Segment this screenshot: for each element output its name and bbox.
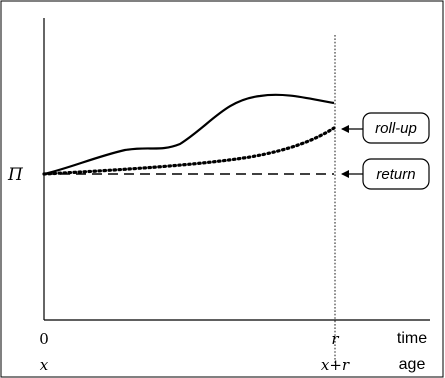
return-callout-label: return [376, 166, 415, 183]
roll-up-callout-box [362, 112, 430, 144]
time-end-label: r [331, 330, 339, 348]
age-end-label: x+r [321, 356, 350, 374]
return-callout-box [362, 158, 430, 190]
fund-value-curve [43, 93, 335, 176]
time-axis-label: time [397, 330, 427, 347]
roll-up-callout-label: roll-up [375, 120, 417, 137]
age-axis-label: age [399, 356, 426, 373]
age-start-label: x [40, 356, 49, 374]
time-start-label: 0 [39, 330, 49, 348]
roll-up-curve [42, 126, 336, 176]
pi-label: Π [7, 165, 24, 185]
